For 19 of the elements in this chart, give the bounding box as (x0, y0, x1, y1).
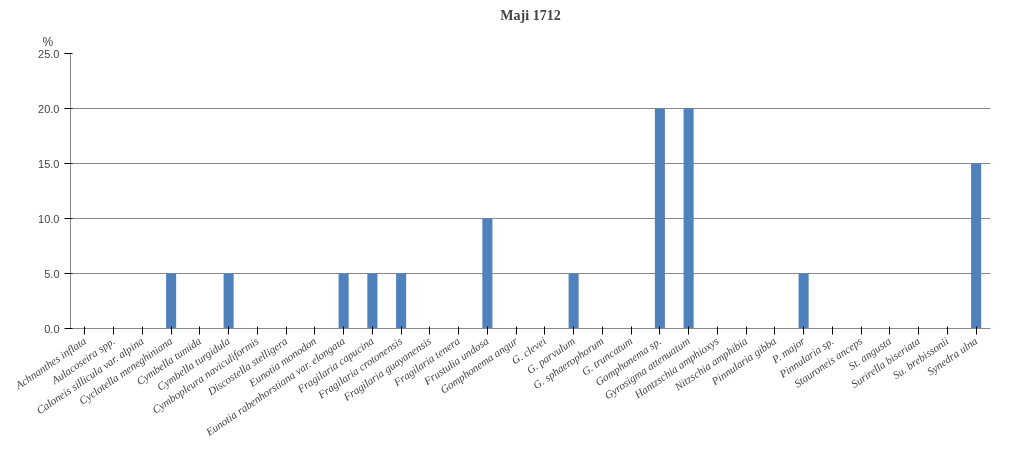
y-tick-label: 25.0 (38, 47, 60, 60)
bar (798, 273, 809, 329)
y-tick-label: 10.0 (38, 212, 60, 225)
bar (568, 273, 579, 329)
bar (482, 218, 493, 329)
bar (223, 273, 234, 329)
bar (338, 273, 349, 329)
bar (971, 163, 982, 329)
y-tick-label: 15.0 (38, 157, 60, 170)
bar (683, 108, 694, 329)
y-tick-label: 0.0 (44, 322, 60, 335)
bar (166, 273, 177, 329)
y-axis-title: % (42, 34, 54, 49)
y-tick-label: 20.0 (38, 102, 60, 115)
bar (396, 273, 407, 329)
bar (367, 273, 378, 329)
chart-title: Maji 1712 (500, 7, 561, 23)
bar (654, 108, 665, 329)
y-tick-label: 5.0 (44, 267, 60, 280)
